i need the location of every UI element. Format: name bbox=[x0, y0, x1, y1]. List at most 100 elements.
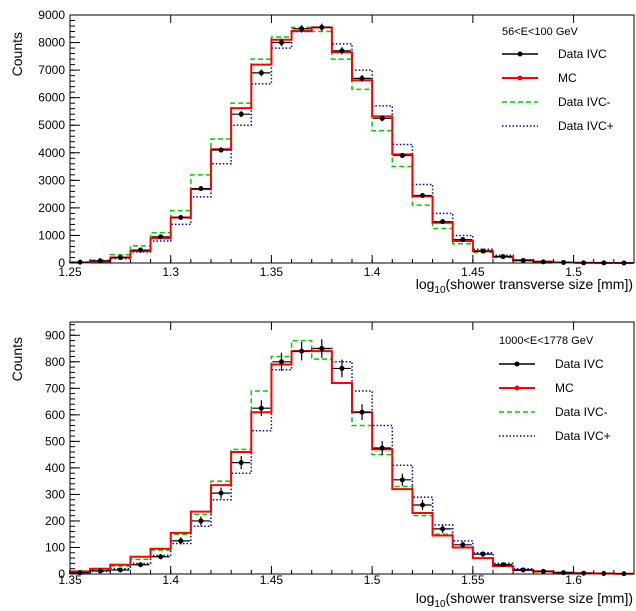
data-point bbox=[151, 554, 170, 560]
y-tick-label: 400 bbox=[45, 461, 65, 475]
data-point bbox=[534, 568, 553, 574]
legend-entry: Data IVC- bbox=[499, 405, 608, 419]
y-tick-label: 900 bbox=[45, 328, 65, 342]
legend-entry: Data IVC bbox=[502, 47, 607, 61]
x-tick-label: 1.45 bbox=[260, 573, 284, 587]
data-marker bbox=[279, 40, 284, 46]
data-point bbox=[171, 215, 190, 221]
data-point bbox=[272, 38, 291, 47]
data-point bbox=[514, 258, 533, 264]
y-tick-label: 1000 bbox=[38, 228, 65, 242]
x-axis-label-top: log10(shower transverse size [mm]) bbox=[416, 276, 633, 296]
panel-bottom: 1.35 1.4 1.45 1.5 1.55 1.6 0 100 200 300 400 500 600… bbox=[9, 321, 635, 610]
data-marker bbox=[339, 365, 345, 371]
y-tick-label: 600 bbox=[45, 408, 65, 422]
data-marker bbox=[399, 153, 405, 159]
x-tick-label: 1.4 bbox=[364, 265, 381, 279]
data-point bbox=[312, 339, 331, 358]
x-tick-label: 1.35 bbox=[260, 265, 284, 279]
data-marker bbox=[138, 247, 143, 253]
data-marker bbox=[540, 568, 546, 574]
data-marker bbox=[258, 405, 264, 411]
data-point bbox=[433, 524, 452, 534]
axes-bottom: 1.35 1.4 1.45 1.5 1.55 1.6 0 100 200 300 400 500 600… bbox=[45, 322, 635, 587]
data-marker bbox=[520, 567, 526, 573]
y-tick-label: 800 bbox=[45, 355, 65, 369]
data-point bbox=[554, 570, 573, 576]
y-tick-label: 8000 bbox=[38, 36, 65, 50]
data-marker bbox=[581, 570, 587, 576]
data-marker bbox=[359, 409, 365, 415]
data-marker bbox=[299, 26, 305, 32]
data-point bbox=[393, 152, 412, 159]
data-marker bbox=[97, 568, 103, 574]
data-point bbox=[252, 400, 271, 417]
data-marker bbox=[158, 234, 164, 240]
data-marker bbox=[480, 248, 486, 254]
legend-entry: Data IVC bbox=[499, 357, 604, 371]
legend-label: Data IVC- bbox=[555, 405, 608, 419]
data-marker bbox=[420, 192, 425, 198]
data-marker bbox=[359, 75, 365, 81]
data-marker bbox=[440, 219, 446, 225]
data-point bbox=[373, 441, 392, 455]
legend-label: MC bbox=[558, 71, 577, 85]
y-tick-label: 3000 bbox=[38, 173, 65, 187]
x-axis-label-bottom: log10(shower transverse size [mm]) bbox=[416, 590, 633, 610]
data-marker bbox=[500, 254, 506, 260]
data-marker bbox=[158, 554, 164, 560]
data-point bbox=[353, 404, 372, 421]
data-marker bbox=[561, 259, 566, 265]
data-marker bbox=[218, 490, 224, 496]
legend-title-bottom: 1000<E<1778 GeV bbox=[499, 335, 594, 347]
data-point bbox=[473, 551, 492, 557]
x-tick-label: 1.5 bbox=[565, 265, 582, 279]
legend-marker bbox=[514, 385, 520, 391]
data-point bbox=[212, 487, 231, 499]
x-tick-label: 1.55 bbox=[461, 573, 485, 587]
data-point bbox=[413, 192, 432, 198]
legend-entry: MC bbox=[499, 381, 574, 395]
legend-entry: Data IVC- bbox=[502, 95, 611, 109]
data-point bbox=[171, 537, 190, 545]
data-point bbox=[614, 571, 633, 577]
data-point bbox=[494, 562, 513, 568]
data-marker bbox=[379, 115, 385, 121]
data-point bbox=[373, 115, 392, 122]
data-marker bbox=[460, 237, 466, 243]
axes-top: 1.25 1.3 1.35 1.4 1.45 1.5 0 1000 2000 3000 4000 50… bbox=[38, 8, 635, 279]
y-tick-label: 2000 bbox=[38, 201, 65, 215]
legend-label: Data IVC bbox=[555, 357, 604, 371]
y-tick-label: 7000 bbox=[38, 63, 65, 77]
x-tick-label: 1.3 bbox=[162, 265, 179, 279]
data-point bbox=[111, 254, 130, 260]
data-point bbox=[292, 341, 311, 361]
y-tick-label: 500 bbox=[45, 434, 65, 448]
data-point bbox=[353, 74, 372, 82]
x-tick-label: 1.6 bbox=[565, 573, 582, 587]
y-tick-label: 9000 bbox=[38, 8, 65, 22]
data-marker bbox=[198, 518, 204, 524]
legend-label: Data IVC+ bbox=[555, 429, 611, 443]
data-marker bbox=[601, 260, 607, 266]
legend-title-top: 56<E<100 GeV bbox=[502, 26, 579, 38]
data-marker bbox=[379, 445, 385, 451]
data-point bbox=[494, 254, 513, 260]
data-marker bbox=[299, 348, 305, 354]
data-point bbox=[232, 456, 251, 470]
legend-entries-top: Data IVC MC Data IVC- Data IVC+ bbox=[502, 47, 614, 133]
data-marker bbox=[581, 260, 587, 266]
legend-marker bbox=[514, 361, 520, 367]
data-point bbox=[514, 567, 533, 573]
data-marker bbox=[198, 186, 204, 192]
legend-entries-bottom: Data IVC MC Data IVC- Data IVC+ bbox=[499, 357, 611, 443]
data-point bbox=[433, 219, 452, 225]
data-marker bbox=[480, 551, 486, 557]
data-point bbox=[252, 69, 271, 77]
data-marker bbox=[420, 502, 425, 508]
data-marker bbox=[540, 259, 546, 265]
legend-entry: Data IVC+ bbox=[502, 119, 614, 133]
x-tick-label: 1.5 bbox=[364, 573, 381, 587]
